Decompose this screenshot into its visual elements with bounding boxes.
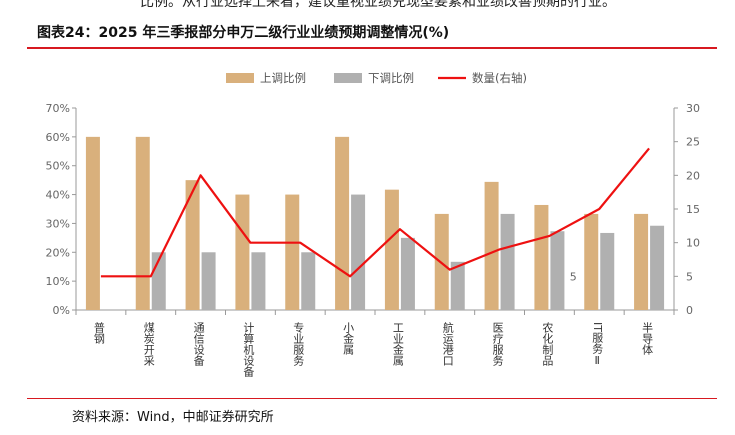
left-tick-label: 50% (46, 160, 70, 173)
stray-data-label: 5 (570, 270, 577, 283)
x-tick-label: 医疗服务 (491, 322, 504, 366)
left-tick-label: 40% (46, 189, 70, 202)
legend-label-count: 数量(右轴) (472, 71, 527, 85)
x-tick-label: 通信设备 (192, 322, 205, 367)
x-tick-label: 农化制品 (541, 321, 554, 366)
right-tick-label: 15 (686, 203, 700, 216)
bar-down (600, 232, 615, 310)
bar-down (650, 225, 665, 310)
bar-down (500, 213, 515, 310)
x-tick-label: 航运港口 (441, 321, 454, 366)
bar-up (584, 213, 599, 310)
left-tick-label: 60% (46, 131, 70, 144)
bar-down (201, 252, 216, 310)
right-tick-label: 25 (686, 136, 700, 149)
legend-label-up: 上调比例 (260, 71, 306, 85)
x-tick-label: 半导体 (641, 321, 654, 355)
bar-down (251, 252, 266, 310)
legend-label-down: 下调比例 (368, 71, 414, 85)
bar-up (135, 136, 150, 310)
top-text: 比例。从行业选择上来看，建议重视业绩兑现型要素和业绩改善预期的行业。 (140, 0, 616, 10)
x-tick-label: 专业服务 (292, 321, 305, 366)
chart-title: 图表24：2025 年三季报部分申万二级行业业绩预期调整情况(%) (37, 25, 450, 41)
bar-up (235, 194, 250, 310)
left-tick-label: 70% (46, 102, 70, 115)
right-tick-label: 30 (686, 102, 700, 115)
count-line (100, 147, 650, 278)
x-tick-label: IT服务Ⅱ (591, 322, 604, 367)
bar-up (85, 136, 100, 310)
x-tick-label: 工业金属 (391, 322, 404, 367)
bar-up (285, 194, 300, 310)
top-text-fragment: 比例。从行业选择上来看，建议重视业绩兑现型要素和业绩改善预期的行业。 (0, 0, 735, 10)
left-tick-label: 0% (53, 304, 70, 317)
legend-swatch-down (334, 73, 362, 83)
bar-up (484, 181, 499, 310)
left-tick-label: 30% (46, 217, 70, 230)
chart-area: 0% 10% 20% 30% 40% 50% 60% 70% 0 5 10 15 20 25 30 普钢 煤炭开… (46, 71, 700, 378)
bar-up (634, 213, 649, 310)
x-tick-label: 小金属 (342, 322, 355, 356)
source-note: 资料来源：Wind，中邮证券研究所 (72, 410, 274, 425)
title-bar: 图表24：2025 年三季报部分申万二级行业业绩预期调整情况(%) (27, 17, 717, 49)
bar-up (534, 204, 549, 310)
footer-divider (27, 398, 717, 399)
x-tick-label: 煤炭开采 (142, 322, 155, 367)
bar-down (550, 231, 565, 310)
right-tick-label: 0 (686, 304, 693, 317)
left-tick-label: 20% (46, 246, 70, 259)
left-tick-label: 10% (46, 275, 70, 288)
bar-down (301, 252, 316, 310)
right-tick-label: 10 (686, 237, 700, 250)
x-tick-label: 普钢 (92, 321, 105, 344)
bar-up (384, 189, 399, 310)
bar-down (351, 194, 366, 310)
legend-swatch-up (226, 73, 254, 83)
x-tick-label: 计算机设备 (242, 322, 255, 378)
right-tick-label: 5 (686, 270, 693, 283)
bar-up (335, 136, 350, 310)
bar-down (450, 261, 465, 310)
bar-up (185, 180, 200, 310)
right-tick-label: 20 (686, 169, 700, 182)
bar-down (400, 237, 415, 310)
